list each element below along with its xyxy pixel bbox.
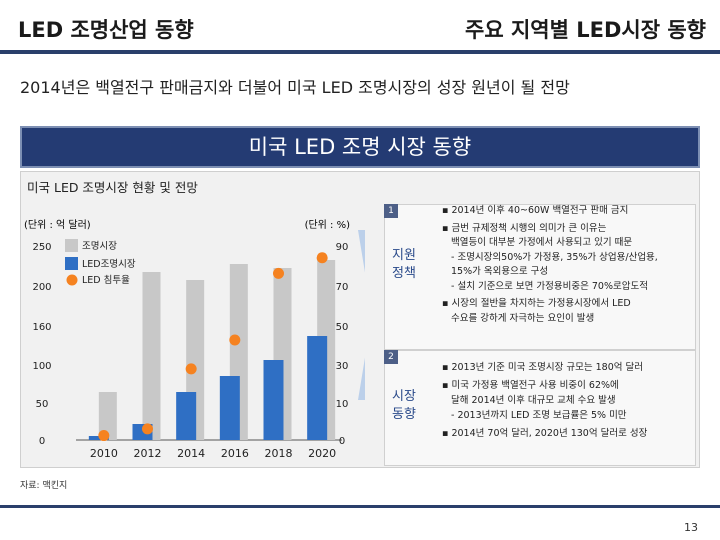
legend-swatch-led <box>65 257 78 270</box>
legend-label-led: LED조명시장 <box>82 259 136 270</box>
right-tick-label: 30 <box>336 361 349 372</box>
left-tick-label: 100 <box>32 361 51 372</box>
left-tick-label: 200 <box>32 282 51 293</box>
footer-divider <box>0 505 720 508</box>
x-tick-label: 2020 <box>308 447 336 460</box>
right-tick-label: 90 <box>336 242 349 253</box>
market-label-line1: 시장 <box>392 389 416 404</box>
bar-lighting-market <box>98 392 117 440</box>
bullet-item: ▪ 2013년 기준 미국 조명시장 규모는 180억 달러 <box>442 360 694 375</box>
penetration-point <box>142 423 153 435</box>
section-title: 주요 지역별 LED시장 동향 <box>465 18 706 42</box>
x-tick-label: 2014 <box>177 447 205 460</box>
section-banner: 미국 LED 조명 시장 동향 <box>20 126 700 168</box>
legend-label-penetration: LED 침투율 <box>82 275 130 286</box>
left-tick-label: 250 <box>32 242 51 253</box>
x-tick-label: 2012 <box>134 447 162 460</box>
left-tick-label: 160 <box>32 322 51 333</box>
market-label-line2: 동향 <box>392 407 416 422</box>
legend-swatch-lighting <box>65 239 78 252</box>
bullet-text: ▪ 미국 가정용 백열전구 사용 비중이 62%에 <box>442 380 619 391</box>
legend-swatch-penetration <box>66 274 78 286</box>
legend-label-lighting: 조명시장 <box>82 241 117 252</box>
x-tick-label: 2010 <box>90 447 118 460</box>
policy-label-line2: 정책 <box>392 266 416 281</box>
bullet-subtext: - 조명시장의50%가 가정용, 35%가 상업용/산업용, <box>451 251 658 263</box>
bullet-item: ▪ 2014년 이후 40~60W 백열전구 판매 금지 <box>442 204 694 219</box>
right-tick-label: 0 <box>339 436 345 447</box>
led-market-chart: (단위 : 억 달러) (단위 : %) 2010 2012 2014 2016 201… <box>24 218 365 460</box>
right-tick-label: 50 <box>336 322 349 333</box>
bar-led-market <box>88 436 109 440</box>
box1-number: 1 <box>384 204 398 218</box>
penetration-point <box>185 363 197 375</box>
bullet-subtext: 15%가 옥외용으로 구성 <box>451 266 549 277</box>
bullet-subtext: - 2013년까지 LED 조명 보급률은 5% 미만 <box>451 410 627 421</box>
panel-title: 미국 LED 조명시장 현황 및 전망 <box>27 180 198 195</box>
left-axis-unit: (단위 : 억 달러) <box>24 218 91 231</box>
x-tick-label: 2018 <box>265 447 293 460</box>
page-number: 13 <box>684 521 698 534</box>
bullet-text: ▪ 2013년 기준 미국 조명시장 규모는 180억 달러 <box>442 362 643 373</box>
bullet-item: ▪ 시장의 절반을 차지하는 가정용시장에서 LED 수요를 강하게 자극하는 요… <box>442 297 694 326</box>
flow-arrow <box>358 230 365 400</box>
right-tick-label: 70 <box>336 282 349 293</box>
policy-label-line1: 지원 <box>392 248 416 263</box>
bullet-subtext: - 설치 기준으로 보면 가정용비중은 70%로압도적 <box>451 280 648 292</box>
right-tick-label: 10 <box>336 399 349 410</box>
policy-label: 지원 정책 <box>386 247 422 283</box>
penetration-point <box>229 334 241 346</box>
market-box <box>384 350 696 466</box>
box2-number: 2 <box>384 350 398 364</box>
left-tick-label: 50 <box>36 399 49 410</box>
bullet-item: ▪ 2014년 70억 달러, 2020년 130억 달러로 성장 <box>442 426 694 441</box>
bar-led-market <box>176 392 197 440</box>
bullet-subtext: 달해 2014년 이후 대규모 교체 수요 발생 <box>451 395 616 406</box>
bar-led-market <box>307 336 328 440</box>
policy-bullets: ▪ 2014년 이후 40~60W 백열전구 판매 금지 ▪ 금번 규제정책 시행… <box>442 204 694 329</box>
bullet-subtext: 백열등이 대부분 가정에서 사용되고 있기 때문 <box>451 237 633 248</box>
bullet-text: ▪ 2014년 이후 40~60W 백열전구 판매 금지 <box>442 205 629 216</box>
headline: 2014년은 백열전구 판매금지와 더불어 미국 LED 조명시장의 성장 원년… <box>20 78 570 97</box>
penetration-point <box>316 252 328 264</box>
bullet-text: ▪ 시장의 절반을 차지하는 가정용시장에서 LED <box>442 298 631 309</box>
policy-box <box>384 204 696 350</box>
penetration-point <box>98 430 110 442</box>
bullet-subtext: 수요를 강하게 자극하는 요인이 발생 <box>451 312 595 324</box>
bullet-text: ▪ 금번 규제정책 시행의 의미가 큰 이유는 <box>442 222 607 234</box>
right-axis-unit: (단위 : %) <box>305 218 351 231</box>
slide-title: LED 조명산업 동향 <box>18 18 194 42</box>
source-note: 자료: 맥킨지 <box>20 481 68 491</box>
market-label: 시장 동향 <box>386 388 422 424</box>
penetration-point <box>273 267 284 279</box>
bar-led-market <box>219 376 240 440</box>
bar-lighting-market <box>142 272 161 440</box>
bar-led-market <box>263 360 284 440</box>
market-bullets: ▪ 2013년 기준 미국 조명시장 규모는 180억 달러 ▪ 미국 가정용 백… <box>442 360 694 444</box>
bullet-text: ▪ 2014년 70억 달러, 2020년 130억 달러로 성장 <box>442 428 648 439</box>
left-tick-label: 0 <box>39 436 45 447</box>
x-tick-label: 2016 <box>221 447 249 460</box>
title-divider <box>0 50 720 54</box>
